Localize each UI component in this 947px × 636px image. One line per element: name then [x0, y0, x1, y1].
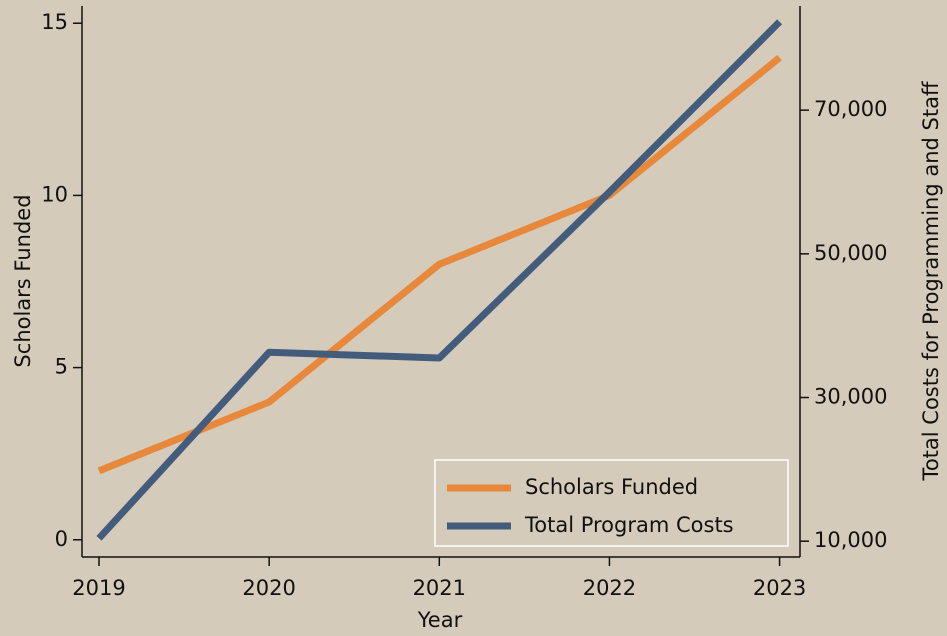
x-tick-label: 2020: [242, 576, 295, 600]
x-tick-label: 2022: [583, 576, 636, 600]
line-series: [97, 54, 782, 475]
legend-label: Total Program Costs: [524, 513, 734, 537]
line-series: [96, 19, 783, 541]
x-tick-label: 2019: [72, 576, 125, 600]
y-tick-label: 10: [41, 182, 68, 206]
legend-label: Scholars Funded: [525, 475, 698, 499]
y2-axis-label: Total Costs for Programming and Staff: [919, 81, 943, 481]
y2-tick-label: 50,000: [814, 241, 887, 265]
y2-tick-label: 30,000: [814, 385, 887, 409]
x-tick-label: 2021: [413, 576, 466, 600]
y-tick-label: 15: [41, 10, 68, 34]
y2-tick-label: 70,000: [814, 97, 887, 121]
y2-tick-label: 10,000: [814, 528, 887, 552]
y-tick-label: 5: [55, 355, 68, 379]
y-tick-label: 0: [55, 527, 68, 551]
y-axis-label: Scholars Funded: [11, 194, 35, 367]
legend-box: [434, 459, 789, 547]
x-axis-label: Year: [417, 608, 463, 632]
x-tick-label: 2023: [753, 576, 806, 600]
legend: Scholars Funded Total Program Costs: [434, 459, 789, 547]
